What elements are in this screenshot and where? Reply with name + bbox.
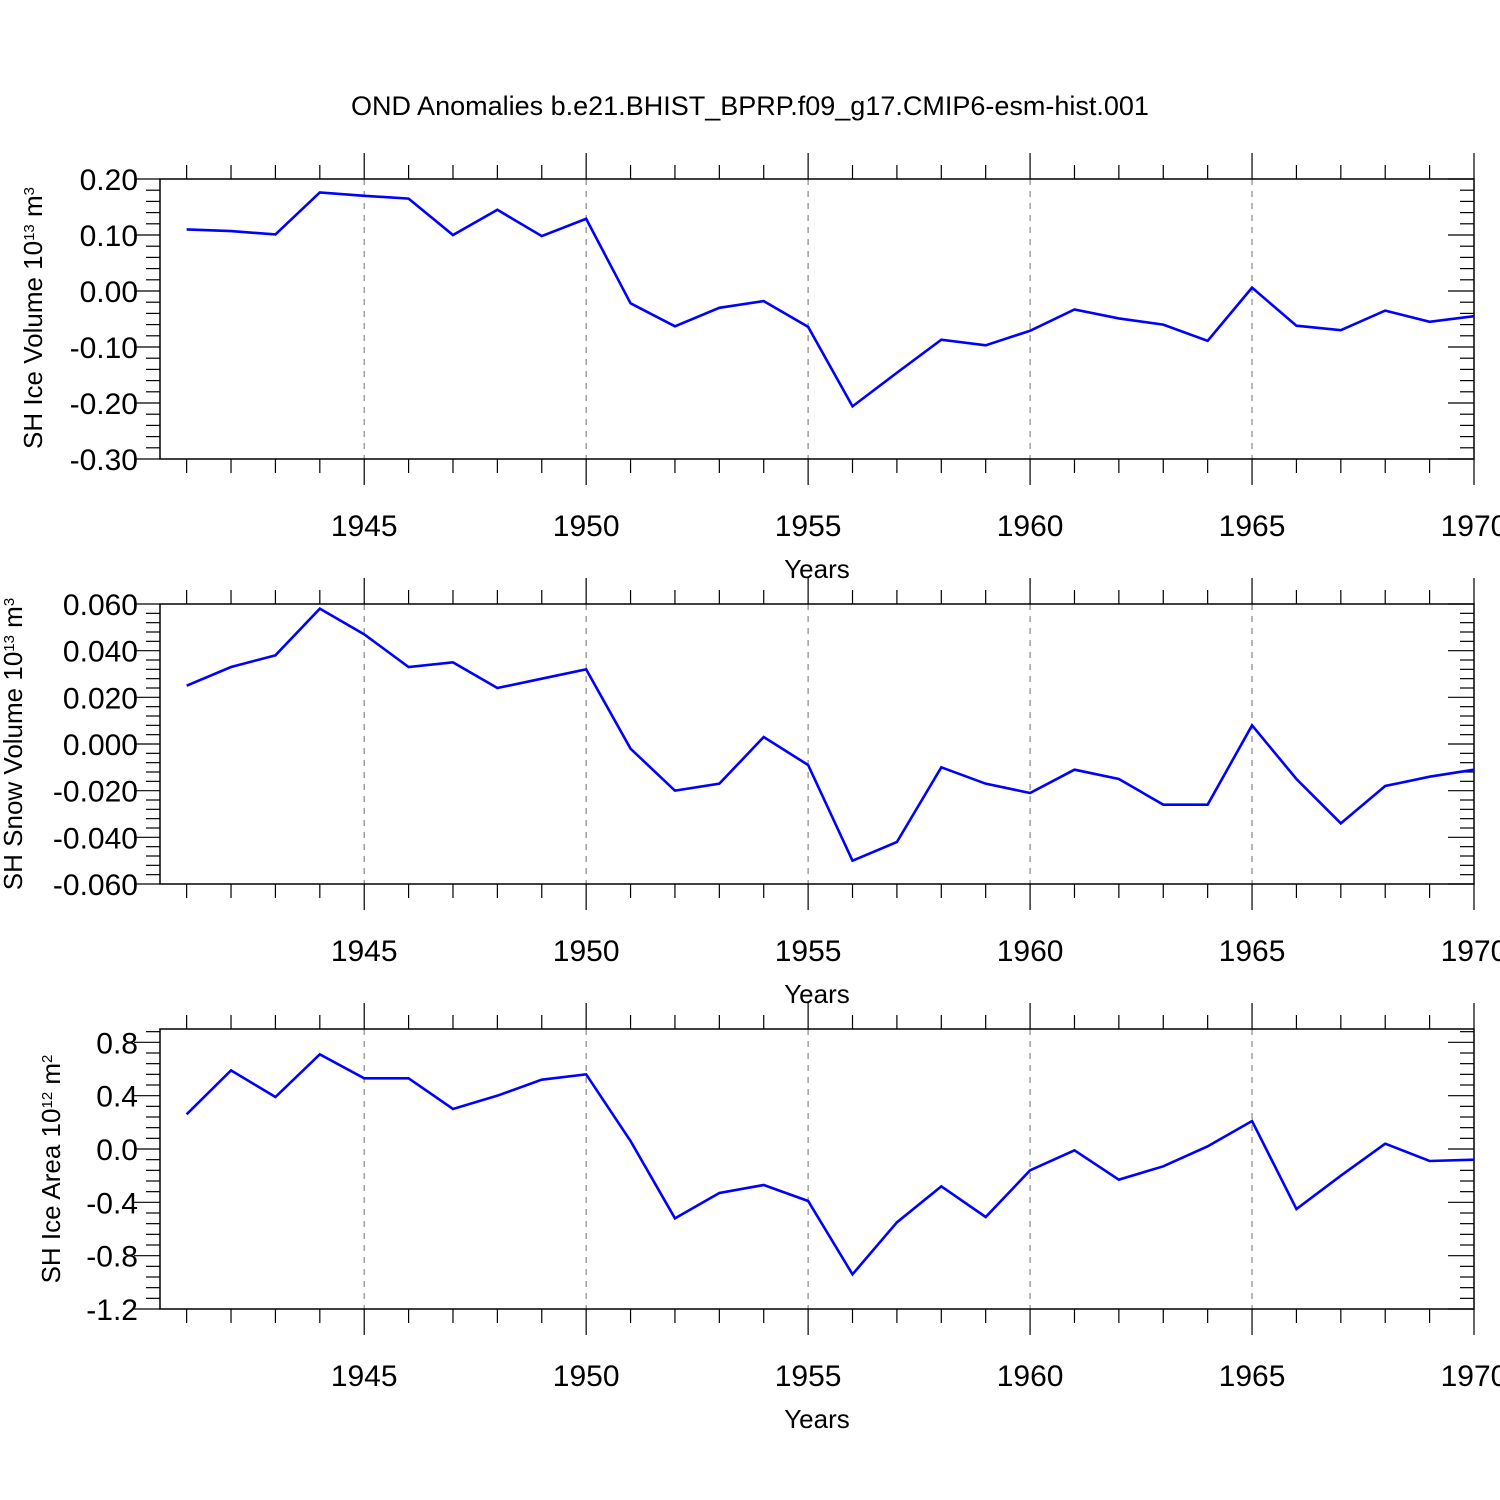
x-tick-label: 1955	[775, 935, 842, 968]
panel-2: 0.060 0.040 0.020 0.000 -0.020 -0.040 -0.060 19…	[0, 578, 1500, 1009]
x-tick-label: 1945	[331, 935, 398, 968]
y-axis-label: SH Ice Area 1012 m2	[36, 1055, 66, 1284]
x-tick-label: 1960	[997, 935, 1064, 968]
x-tick-label: 1955	[775, 510, 842, 543]
y-tick-label: 0.00	[80, 276, 138, 309]
y-tick-label: 0.10	[80, 220, 138, 253]
y-axis-label-superscript: 3	[21, 187, 38, 195]
y-axis-label: SH Ice Volume 1013 m3	[18, 187, 48, 449]
x-tick-label: 1965	[1219, 935, 1286, 968]
x-tick-label: 1960	[997, 1360, 1064, 1393]
x-tick-label: 1945	[331, 510, 398, 543]
x-tick-label: 1970	[1441, 1360, 1500, 1393]
y-axis-label-part: m	[18, 195, 48, 224]
y-tick-label: 0.040	[63, 636, 138, 669]
y-axis-label-part: SH Ice Volume 10	[18, 241, 48, 449]
x-axis-label: Years	[784, 554, 850, 584]
y-axis-label-superscript: 13	[21, 224, 38, 241]
y-axis-label-superscript: 3	[1, 598, 18, 606]
x-axis-label: Years	[784, 1404, 850, 1434]
y-tick-label: -0.040	[53, 822, 138, 855]
y-tick-label: -0.020	[53, 776, 138, 809]
y-tick-label: 0.020	[63, 682, 138, 715]
y-axis-label: SH Snow Volume 1013 m3	[0, 598, 28, 890]
x-tick-label: 1955	[775, 1360, 842, 1393]
y-tick-label: -0.060	[53, 869, 138, 902]
y-axis-label-part: m	[36, 1063, 66, 1092]
y-tick-label: 0.0	[96, 1134, 138, 1167]
y-axis-label-superscript: 2	[39, 1055, 56, 1063]
panel-1: 0.20 0.10 0.00 -0.10 -0.20 -0.30 1945 1950 1955 1…	[18, 153, 1500, 584]
plot-frame	[159, 178, 1475, 460]
x-tick-label: 1970	[1441, 935, 1500, 968]
series-line	[186, 191, 1475, 409]
y-tick-label: 0.000	[63, 729, 138, 762]
x-tick-label: 1970	[1441, 510, 1500, 543]
y-tick-label: -0.20	[70, 388, 138, 421]
series-line	[185, 1052, 1475, 1277]
y-axis-label-superscript: 13	[1, 635, 18, 652]
y-tick-label: -0.4	[86, 1187, 138, 1220]
y-axis-label-part: m	[0, 606, 28, 635]
y-tick-label: -0.10	[70, 332, 138, 365]
panel-3: 0.8 0.4 0.0 -0.4 -0.8 -1.2 1945 1950 1955 1960 196…	[36, 1003, 1500, 1434]
x-tick-label: 1950	[553, 1360, 620, 1393]
y-axis-label-part: SH Ice Area 10	[36, 1109, 66, 1284]
x-tick-label: 1950	[553, 935, 620, 968]
chart-title: OND Anomalies b.e21.BHIST_BPRP.f09_g17.C…	[351, 91, 1149, 121]
x-axis-label: Years	[784, 979, 850, 1009]
y-tick-label: 0.8	[96, 1027, 138, 1060]
y-tick-label: -0.8	[86, 1241, 138, 1274]
y-tick-label: -0.30	[70, 444, 138, 477]
x-tick-label: 1950	[553, 510, 620, 543]
plot-frame	[159, 1028, 1475, 1310]
y-tick-label: 0.20	[80, 164, 138, 197]
y-tick-label: 0.060	[63, 589, 138, 622]
x-tick-label: 1960	[997, 510, 1064, 543]
y-tick-label: 0.4	[96, 1081, 138, 1114]
x-tick-label: 1965	[1219, 1360, 1286, 1393]
y-tick-label: -1.2	[86, 1294, 138, 1327]
series-line	[186, 607, 1475, 863]
x-tick-label: 1945	[331, 1360, 398, 1393]
plot-frame	[159, 603, 1475, 885]
y-axis-label-superscript: 12	[39, 1092, 56, 1109]
x-tick-label: 1965	[1219, 510, 1286, 543]
y-axis-label-part: SH Snow Volume 10	[0, 652, 28, 890]
